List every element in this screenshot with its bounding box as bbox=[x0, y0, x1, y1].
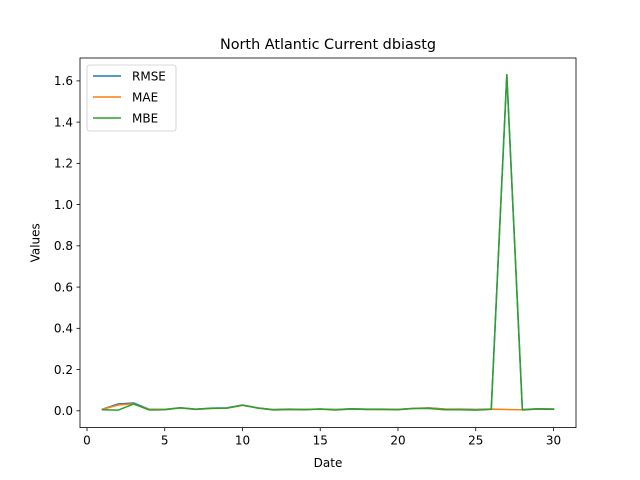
y-tick-label: 1.6 bbox=[54, 74, 73, 88]
y-axis-label: Values bbox=[29, 223, 43, 262]
x-tick-label: 15 bbox=[313, 434, 328, 448]
y-tick-label: 0.0 bbox=[54, 404, 73, 418]
x-tick-label: 5 bbox=[161, 434, 169, 448]
x-tick-label: 10 bbox=[235, 434, 250, 448]
series-line-mbe bbox=[101, 73, 555, 411]
y-tick-label: 0.8 bbox=[54, 239, 73, 253]
legend-label-mae: MAE bbox=[132, 90, 158, 104]
y-tick-label: 0.4 bbox=[54, 322, 73, 336]
y-tick-label: 0.2 bbox=[54, 363, 73, 377]
y-tick-label: 1.2 bbox=[54, 157, 73, 171]
y-axis: 0.0 0.2 0.4 0.6 0.8 1.0 1.2 1.4 1.6 bbox=[54, 74, 80, 418]
x-tick-label: 20 bbox=[390, 434, 405, 448]
chart-title: North Atlantic Current dbiastg bbox=[220, 37, 436, 53]
x-tick-label: 0 bbox=[83, 434, 91, 448]
legend-box bbox=[86, 64, 177, 132]
y-tick-label: 1.4 bbox=[54, 115, 73, 129]
y-tick-label: 1.0 bbox=[54, 198, 73, 212]
plot-frame bbox=[79, 57, 577, 429]
y-tick-label: 0.6 bbox=[54, 280, 73, 294]
legend: RMSE MAE MBE bbox=[86, 64, 177, 132]
x-tick-label: 30 bbox=[546, 434, 561, 448]
x-axis-label: Date bbox=[314, 456, 343, 470]
legend-label-mbe: MBE bbox=[132, 111, 158, 125]
x-tick-label: 25 bbox=[468, 434, 483, 448]
legend-label-rmse: RMSE bbox=[132, 69, 166, 83]
x-axis: 0 5 10 15 20 25 30 bbox=[83, 427, 561, 448]
series-layer bbox=[101, 73, 555, 411]
